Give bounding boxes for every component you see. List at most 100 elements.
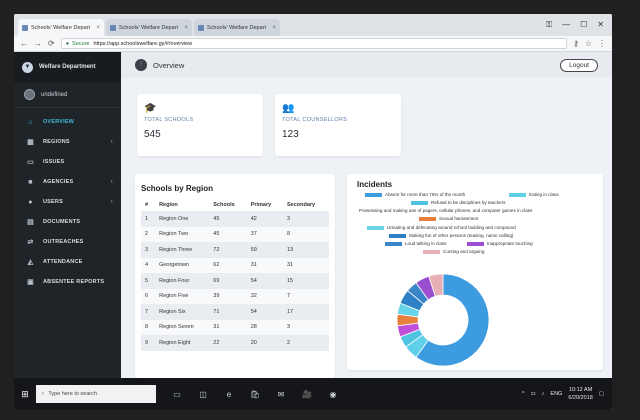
sidebar-item-regions[interactable]: ▦ REGIONS ‹ — [14, 132, 121, 152]
clock[interactable]: 10:12 AM 6/20/2018 — [568, 386, 592, 402]
table-row[interactable]: 3 Region Three 72 59 13 — [141, 242, 329, 258]
menu-icon[interactable]: ⋮ — [598, 39, 606, 48]
legend-item[interactable]: Eating in class — [509, 192, 559, 197]
taskbar-search[interactable]: ○ Type here to search — [36, 385, 156, 403]
attendance-icon: ◭ — [27, 259, 34, 266]
table-cell: 37 — [246, 226, 283, 242]
shop-icon[interactable]: 🛍 — [249, 389, 261, 399]
table-row[interactable]: 2 Region Two 45 37 8 — [141, 226, 329, 242]
table-cell: 31 — [246, 257, 283, 273]
sidebar-item-label: ISSUES — [43, 159, 65, 165]
user-panel[interactable]: undefined — [14, 82, 121, 108]
network-icon[interactable]: ▭ — [530, 391, 536, 397]
table-cell: Region Two — [155, 226, 210, 242]
sidebar-item-label: AGENCIES — [43, 179, 74, 185]
table-row[interactable]: 1 Region One 45 42 3 — [141, 211, 329, 227]
stat-label: TOTAL COUNSELLORS — [282, 117, 348, 123]
sidebar-item-agencies[interactable]: ■ AGENCIES ‹ — [14, 172, 121, 192]
brand[interactable]: ▼ Welfare Department — [14, 52, 121, 82]
table-row[interactable]: 6 Region Five 39 32 7 — [141, 288, 329, 304]
legend-swatch — [423, 249, 440, 254]
table-row[interactable]: 8 Region Seven 31 28 3 — [141, 319, 329, 335]
legend-item[interactable]: Urinating and defecating around school b… — [367, 225, 516, 230]
legend-item[interactable]: Loud talking in class — [385, 241, 446, 246]
task-view-icon[interactable]: ▭ — [173, 389, 181, 399]
column-header[interactable]: Region — [159, 202, 178, 208]
browser-tab[interactable]: Schools' Welfare Depart × — [194, 19, 280, 36]
tab-title: Schools' Welfare Depart — [207, 24, 267, 31]
stat-value: 123 — [282, 129, 299, 140]
table-row[interactable]: 4 Georgetown 62 31 31 — [141, 257, 329, 273]
legend-swatch — [509, 192, 526, 197]
legend-item[interactable]: Possessing and making use of pagers, cel… — [359, 208, 532, 213]
legend-label: Absent for more than 75% of the month — [385, 192, 466, 197]
camera-icon[interactable]: 🎥 — [302, 389, 312, 399]
close-tab-icon[interactable]: × — [184, 24, 188, 31]
legend-item[interactable]: Inappropriate touching — [467, 241, 533, 246]
language-indicator[interactable]: ENG — [550, 391, 563, 397]
back-icon[interactable]: ← — [20, 39, 28, 48]
table-row[interactable]: 7 Region Six 71 54 17 — [141, 304, 329, 320]
url-input[interactable]: ● Secure https://app.schoolswelfare.gy/#… — [60, 38, 567, 49]
volume-icon[interactable]: ♪ — [541, 391, 545, 397]
notifications-icon[interactable]: ▢ — [598, 391, 604, 397]
legend-item[interactable]: Cursing and arguing — [423, 249, 484, 254]
maximize-icon[interactable]: ☐ — [580, 20, 588, 29]
lock-icon: ● — [65, 40, 70, 47]
store-icon[interactable]: ◫ — [199, 389, 207, 399]
close-tab-icon[interactable]: × — [96, 24, 100, 31]
column-header[interactable]: Secondary — [286, 202, 316, 208]
close-window-icon[interactable]: ✕ — [597, 20, 604, 29]
sidebar-item-users[interactable]: ● USERS ‹ — [14, 192, 121, 212]
table-cell: 3 — [282, 319, 329, 335]
browser-tab[interactable]: Schools' Welfare Depart × — [18, 19, 104, 36]
legend-label: Eating in class — [529, 192, 559, 197]
column-header[interactable]: Primary — [250, 202, 272, 208]
table-row[interactable]: 9 Region Eight 22 20 2 — [141, 335, 329, 351]
column-header[interactable]: # — [145, 202, 149, 208]
reload-icon[interactable]: ⟳ — [48, 39, 55, 48]
table-cell: Georgetown — [155, 257, 210, 273]
sidebar-item-attendance[interactable]: ◭ ATTENDANCE — [14, 252, 121, 272]
close-tab-icon[interactable]: × — [272, 24, 276, 31]
main-content: ⫶ Overview Logout 🎓 TOTAL SCHOOLS 545 👥 … — [121, 52, 612, 378]
windows-start-icon[interactable]: ⊞ — [21, 388, 29, 399]
star-icon[interactable]: ☆ — [584, 39, 592, 48]
legend-label: Inappropriate touching — [487, 241, 533, 246]
table-row[interactable]: 5 Region Four 69 54 15 — [141, 273, 329, 289]
donut-slice[interactable] — [415, 273, 490, 367]
sidebar-item-outreaches[interactable]: ⇄ OUTREACHES — [14, 232, 121, 252]
donut-slice[interactable] — [428, 273, 444, 297]
sidebar-item-documents[interactable]: ▤ DOCUMENTS — [14, 212, 121, 232]
sidebar-item-issues[interactable]: ▭ ISSUES — [14, 152, 121, 172]
chrome-icon[interactable]: ◉ — [329, 389, 337, 399]
column-header[interactable]: Schools — [213, 202, 235, 208]
profile-icon[interactable]: ⚿ — [546, 20, 553, 29]
legend-item[interactable]: Making fun of other persons (teasing, na… — [389, 233, 513, 238]
users-icon: ● — [28, 198, 33, 206]
table-cell: 31 — [282, 257, 329, 273]
legend-item[interactable]: Absent for more than 75% of the month — [365, 192, 465, 197]
sidebar-item-absentee-reports[interactable]: ▣ ABSENTEE REPORTS — [14, 272, 121, 292]
minimize-icon[interactable]: — — [562, 20, 571, 29]
clock-time: 10:12 AM — [568, 387, 593, 393]
mail-icon[interactable]: ✉ — [277, 389, 285, 399]
favicon-icon — [198, 24, 204, 31]
tray-chevron-icon[interactable]: ^ — [521, 391, 525, 397]
tab-title: Schools' Welfare Depart — [119, 24, 179, 31]
table-cell: Region Eight — [155, 335, 210, 351]
logout-button[interactable]: Logout — [560, 58, 598, 72]
sidebar: ▼ Welfare Department undefined ⌂ OVERVIEW… — [14, 52, 121, 378]
table-cell: 22 — [209, 335, 247, 351]
legend-label: Urinating and defecating around school b… — [387, 225, 516, 230]
legend-item[interactable]: Refusal to be disciplines by teachers — [411, 200, 506, 205]
edge-icon[interactable]: e — [226, 389, 232, 399]
legend-item[interactable]: Sexual harassment — [419, 216, 478, 221]
table-cell: 32 — [246, 288, 283, 304]
table-cell: 45 — [209, 211, 247, 227]
key-icon[interactable]: ⚷ — [572, 39, 579, 48]
sidebar-item-label: OVERVIEW — [43, 119, 75, 125]
sidebar-item-overview[interactable]: ⌂ OVERVIEW — [14, 112, 121, 132]
forward-icon[interactable]: → — [34, 39, 42, 48]
browser-tab[interactable]: Schools' Welfare Depart × — [106, 19, 192, 36]
